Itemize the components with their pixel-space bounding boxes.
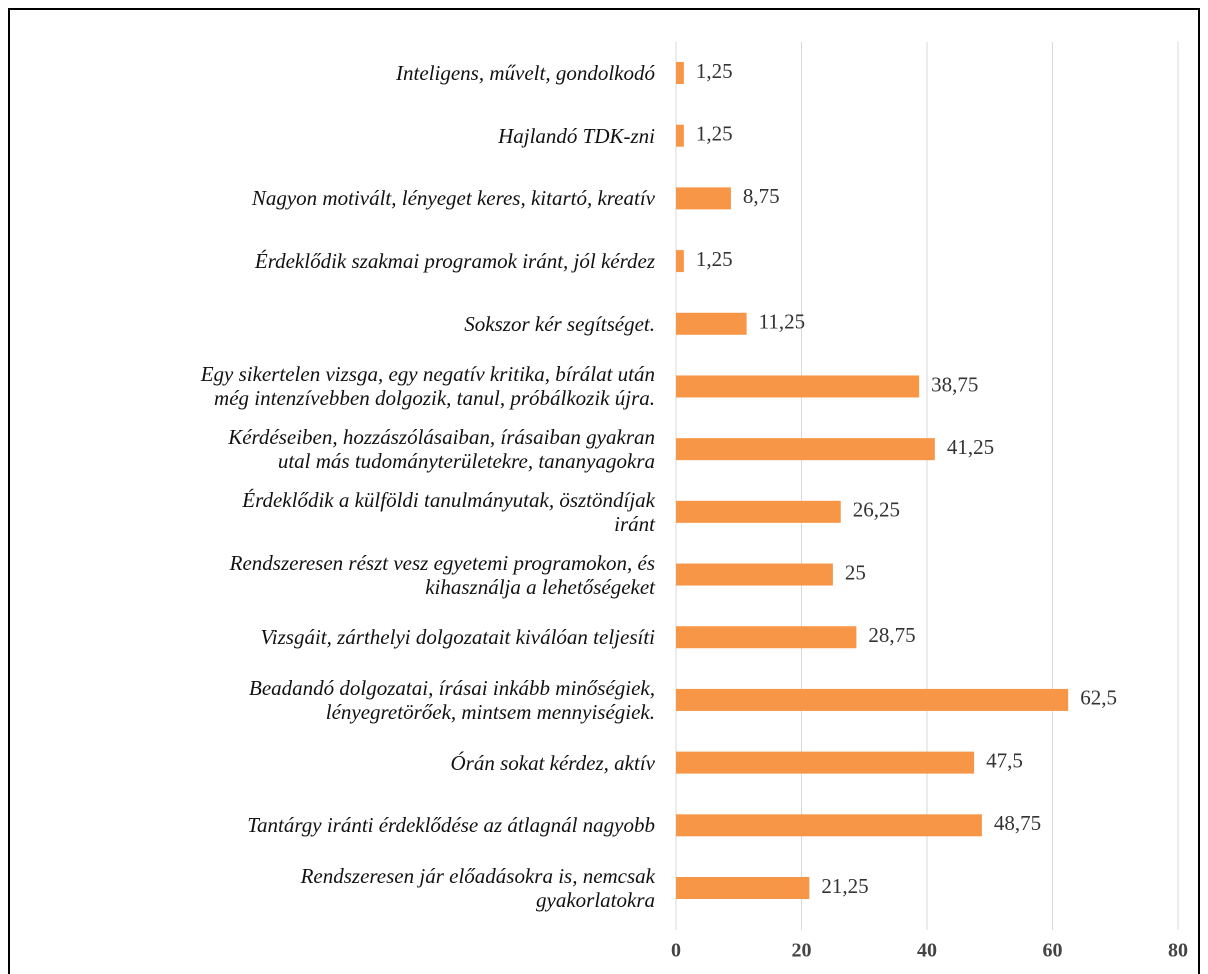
bar [676, 375, 920, 398]
category-label: Érdeklődik szakmai programok iránt, jól … [254, 249, 655, 274]
frame [8, 8, 1200, 974]
category-label: Nagyon motivált, lényeget keres, kitartó… [251, 186, 655, 211]
value-label: 8,75 [743, 184, 780, 208]
category-label: Inteligens, művelt, gondolkodó [396, 61, 655, 85]
bar [676, 438, 935, 461]
value-label: 48,75 [994, 811, 1041, 835]
x-tick-label: 20 [792, 940, 812, 962]
bar [676, 688, 1069, 711]
category-label: Egy sikertelen vizsga, egy negatív kriti… [200, 362, 655, 411]
value-label: 1,25 [696, 122, 733, 146]
category-label: Rendszeresen részt vesz egyetemi program… [229, 550, 655, 599]
bar [676, 250, 684, 273]
value-label: 26,25 [853, 498, 900, 522]
value-label: 1,25 [696, 59, 733, 83]
category-label: Órán sokat kérdez, aktív [450, 750, 655, 775]
bar [676, 62, 684, 84]
bar [676, 500, 841, 523]
category-label: Tantárgy iránti érdeklődése az átlagnál … [247, 813, 655, 838]
value-label: 25 [845, 560, 866, 584]
x-tick-label: 80 [1168, 940, 1188, 962]
bar [676, 814, 982, 837]
category-label: Beadandó dolgozatai, írásai inkább minős… [249, 675, 655, 724]
category-label: Kérdéseiben, hozzászólásaiban, írásaiban… [228, 425, 655, 474]
bar [676, 124, 684, 147]
bar [676, 626, 857, 649]
category-label: Rendszeresen jár előadásokra is, nemcsak… [300, 864, 655, 912]
bar [676, 312, 747, 335]
bar [676, 751, 975, 774]
value-label: 41,25 [947, 435, 994, 459]
value-label: 38,75 [931, 372, 978, 396]
value-label: 47,5 [986, 748, 1023, 772]
category-label: Hajlandó TDK-zni [498, 123, 655, 148]
value-label: 11,25 [759, 310, 805, 334]
category-label: Sokszor kér segítséget. [464, 311, 655, 336]
category-label: Érdeklődik a külföldi tanulmányutak, ösz… [242, 487, 655, 536]
value-label: 28,75 [868, 623, 915, 647]
bar [676, 187, 731, 210]
x-tick-label: 60 [1043, 940, 1063, 962]
x-tick-label: 0 [671, 940, 681, 962]
value-label: 1,25 [696, 247, 733, 271]
x-tick-label: 40 [917, 940, 937, 962]
bar [676, 563, 833, 586]
value-label: 21,25 [821, 874, 868, 898]
category-label: Vizsgáit, zárthelyi dolgozatait kiválóan… [260, 625, 656, 650]
bar [676, 877, 810, 899]
value-label: 62,5 [1080, 686, 1117, 710]
